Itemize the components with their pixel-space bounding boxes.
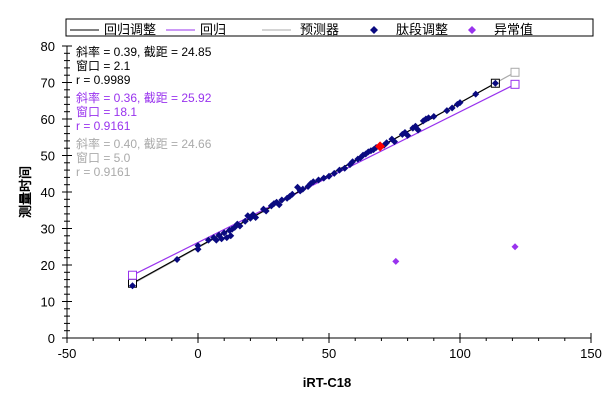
legend-label: 异常值	[494, 22, 533, 37]
fit-annotation: 窗口 = 18.1	[76, 105, 137, 119]
data-point	[425, 114, 433, 122]
y-tick-label: 40	[41, 185, 55, 200]
data-point	[218, 235, 226, 243]
legend-marker-outlier	[468, 26, 476, 34]
data-point	[299, 185, 307, 193]
x-tick-label: 100	[449, 346, 471, 361]
x-tick-label: 50	[322, 346, 336, 361]
data-point	[241, 217, 249, 225]
legend-marker-peptide	[370, 26, 378, 34]
data-point	[227, 232, 235, 240]
data-point	[414, 126, 422, 134]
data-point	[491, 79, 499, 87]
data-point	[341, 164, 349, 172]
fit-annotation: 窗口 = 5.0	[76, 151, 131, 165]
y-tick-label: 60	[41, 112, 55, 127]
fit-annotation: 窗口 = 2.1	[76, 59, 131, 73]
y-tick-label: 80	[41, 39, 55, 54]
data-point	[391, 138, 398, 146]
data-point	[330, 169, 338, 177]
fit-annotation: 斜率 = 0.39, 截距 = 24.85	[76, 44, 212, 59]
y-tick-label: 0	[48, 331, 55, 346]
data-point	[220, 229, 228, 237]
y-tick-label: 20	[41, 258, 55, 273]
y-tick-label: 10	[41, 295, 55, 310]
legend-label: 肽段调整	[396, 22, 448, 37]
data-point	[194, 245, 202, 253]
data-point	[511, 243, 519, 251]
data-point	[320, 174, 328, 182]
data-point	[404, 131, 412, 139]
data-point	[275, 201, 283, 209]
line-end-marker	[128, 270, 137, 280]
data-point	[212, 236, 220, 244]
y-tick-label: 70	[41, 76, 55, 91]
data-point	[173, 256, 181, 264]
data-point	[448, 104, 456, 112]
legend-label: 回归	[200, 22, 226, 37]
fit-annotation: 斜率 = 0.36, 截距 = 25.92	[76, 90, 212, 105]
data-point	[430, 112, 438, 120]
data-point	[472, 90, 480, 98]
data-point	[236, 222, 244, 230]
data-point	[262, 207, 270, 215]
data-point	[392, 257, 400, 265]
data-point	[278, 196, 286, 204]
line-end-marker	[510, 67, 520, 77]
fit-annotation: r = 0.9161	[76, 165, 131, 179]
data-point	[375, 141, 386, 152]
data-point	[204, 236, 212, 244]
data-point	[129, 282, 136, 290]
data-point	[194, 242, 202, 250]
legend-label: 预测器	[300, 22, 339, 37]
data-point	[325, 172, 333, 180]
data-point	[309, 178, 317, 186]
fit-annotation: r = 0.9989	[76, 73, 131, 87]
data-point	[456, 99, 464, 107]
data-point	[383, 139, 391, 147]
fit-annotation: r = 0.9161	[76, 119, 131, 133]
y-axis-label: 测量时间	[18, 166, 33, 218]
x-tick-label: -50	[58, 346, 77, 361]
data-point	[252, 214, 260, 222]
data-point	[335, 166, 343, 174]
y-tick-label: 30	[41, 222, 55, 237]
data-point	[349, 158, 357, 166]
legend-box	[65, 18, 594, 37]
data-point	[443, 107, 451, 115]
line-end-marker	[510, 79, 520, 89]
x-tick-label: 0	[194, 346, 201, 361]
y-tick-label: 50	[41, 149, 55, 164]
data-point	[288, 190, 296, 198]
legend: 回归调整 回归 预测器 肽段调整 异常值	[65, 18, 594, 37]
legend-label: 回归调整	[104, 22, 156, 37]
data-point	[315, 176, 323, 184]
x-axis-label: iRT-C18	[303, 375, 351, 390]
fit-annotation: 斜率 = 0.40, 截距 = 24.66	[76, 136, 212, 151]
x-tick-label: 150	[580, 346, 602, 361]
